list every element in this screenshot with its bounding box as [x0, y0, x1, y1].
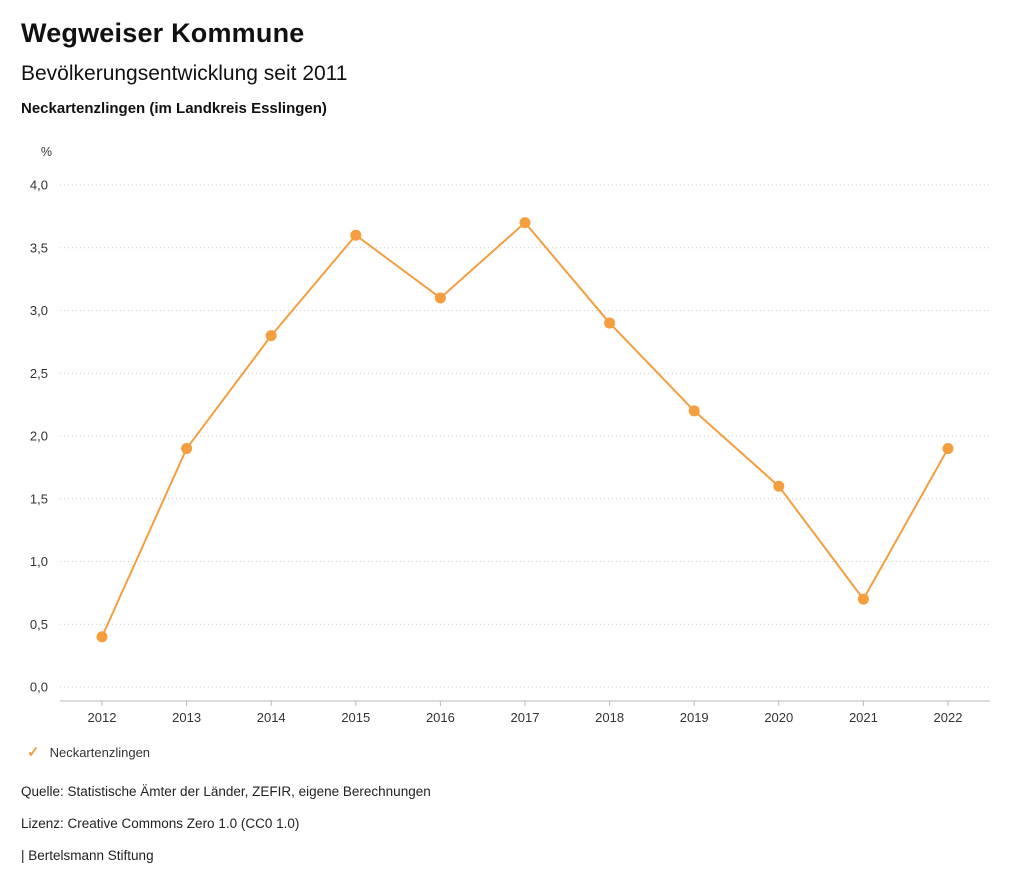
- trend-line: [101, 221, 949, 638]
- data-point[interactable]: [857, 593, 869, 605]
- data-point[interactable]: [181, 443, 193, 455]
- data-point[interactable]: [96, 631, 108, 643]
- data-point[interactable]: [688, 405, 700, 417]
- y-tick-label: 0,5: [30, 617, 48, 632]
- y-axis-unit-label: %: [41, 145, 52, 159]
- population-line-chart: % 0,0 0,5 1,0 1,5 2,0 2,5 3,0 3,5 4,0 2012 2013 2014…: [0, 140, 1024, 730]
- x-tick-label: 2021: [849, 710, 878, 725]
- data-point[interactable]: [604, 317, 616, 329]
- x-tick-label: 2014: [257, 710, 286, 725]
- chart-region-subtitle: Neckartenzlingen (im Landkreis Esslingen…: [21, 100, 327, 117]
- y-tick-label: 0,0: [30, 680, 48, 695]
- legend-check-icon: ✓: [27, 744, 40, 761]
- chart-footer: Quelle: Statistische Ämter der Länder, Z…: [21, 784, 431, 880]
- x-tick-label: 2016: [426, 710, 455, 725]
- x-tick-label: 2013: [172, 710, 201, 725]
- y-tick-label: 2,5: [30, 366, 48, 381]
- data-point[interactable]: [942, 443, 954, 455]
- page-title: Wegweiser Kommune: [21, 18, 305, 48]
- y-tick-label: 2,0: [30, 429, 48, 444]
- license-note: Lizenz: Creative Commons Zero 1.0 (CC0 1…: [21, 816, 300, 831]
- chart-header: Wegweiser Kommune Bevölkerungsentwicklun…: [21, 18, 347, 117]
- y-tick-label: 3,0: [30, 303, 48, 318]
- y-tick-label: 3,5: [30, 240, 48, 255]
- y-tick-label: 1,0: [30, 554, 48, 569]
- data-point[interactable]: [265, 330, 277, 342]
- x-tick-label: 2012: [88, 710, 117, 725]
- data-point[interactable]: [519, 217, 531, 229]
- x-tick-label: 2022: [934, 710, 963, 725]
- chart-title: Bevölkerungsentwicklung seit 2011: [21, 62, 348, 85]
- x-tick-label: 2019: [680, 710, 709, 725]
- x-tick-label: 2017: [511, 710, 540, 725]
- x-tick-label: 2018: [595, 710, 624, 725]
- chart-legend[interactable]: ✓ Neckartenzlingen: [27, 745, 150, 760]
- x-tick-label: 2015: [341, 710, 370, 725]
- data-point[interactable]: [434, 292, 446, 304]
- y-tick-label: 1,5: [30, 491, 48, 506]
- attribution-note: | Bertelsmann Stiftung: [21, 848, 154, 863]
- legend-series-label: Neckartenzlingen: [49, 745, 151, 760]
- data-point[interactable]: [773, 480, 785, 492]
- x-tick-label: 2020: [764, 710, 793, 725]
- data-point[interactable]: [350, 229, 362, 241]
- y-tick-label: 4,0: [30, 178, 48, 193]
- line-chart-svg: % 0,0 0,5 1,0 1,5 2,0 2,5 3,0 3,5 4,0 2012 2013 2014…: [30, 145, 990, 725]
- source-note: Quelle: Statistische Ämter der Länder, Z…: [21, 784, 431, 799]
